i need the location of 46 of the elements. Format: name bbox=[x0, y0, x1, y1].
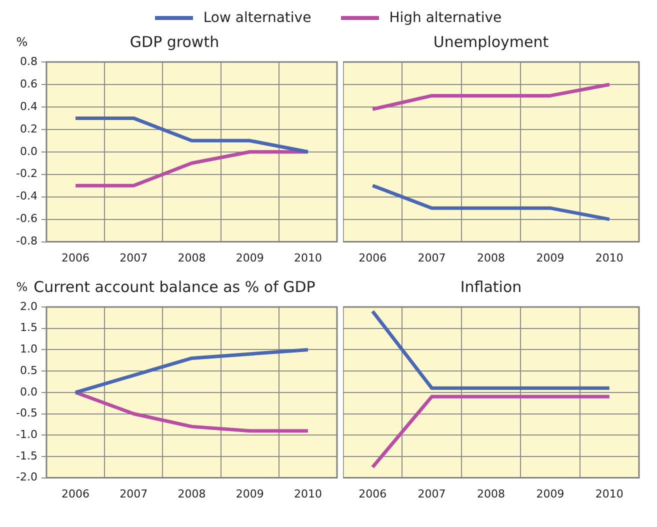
y-axis-title: % bbox=[16, 35, 28, 49]
x-tick-label: 2010 bbox=[294, 487, 322, 500]
y-tick-label: 0.2 bbox=[20, 122, 38, 136]
x-tick-label: 2007 bbox=[418, 251, 446, 264]
y-tick-label: 0.5 bbox=[20, 364, 38, 377]
y-tick-label: 1.0 bbox=[20, 342, 38, 356]
y-tick-label: 1.5 bbox=[20, 321, 38, 334]
y-tick-label: 0.0 bbox=[20, 144, 38, 158]
x-tick-label: 2010 bbox=[595, 251, 624, 264]
y-tick-label: -0.6 bbox=[16, 212, 38, 226]
chart-title: Unemployment bbox=[433, 32, 549, 51]
y-tick-label: -0.2 bbox=[16, 167, 38, 180]
x-tick-label: 2008 bbox=[178, 487, 206, 500]
x-tick-label: 2009 bbox=[236, 487, 264, 500]
y-tick-label: 0.0 bbox=[20, 385, 38, 398]
x-tick-label: 2007 bbox=[418, 487, 446, 500]
x-tick-label: 2006 bbox=[62, 251, 90, 264]
x-tick-label: 2006 bbox=[358, 251, 387, 264]
x-tick-label: 2010 bbox=[595, 487, 624, 500]
chart-title: GDP growth bbox=[130, 32, 220, 51]
y-tick-label: -0.4 bbox=[16, 190, 38, 203]
y-axis-title: % bbox=[16, 280, 28, 294]
x-tick-label: 2009 bbox=[536, 487, 564, 500]
y-tick-label: -0.8 bbox=[16, 234, 38, 248]
x-tick-label: 2009 bbox=[236, 251, 264, 264]
x-tick-label: 2006 bbox=[62, 487, 90, 500]
legend-label: Low alternative bbox=[203, 10, 312, 26]
legend-label: High alternative bbox=[389, 10, 502, 26]
x-tick-label: 2009 bbox=[536, 251, 564, 264]
y-tick-label: 0.4 bbox=[20, 100, 38, 113]
x-tick-label: 2007 bbox=[120, 487, 148, 500]
chart-title: Current account balance as % of GDP bbox=[34, 278, 316, 296]
y-tick-label: 0.8 bbox=[20, 54, 38, 68]
x-tick-label: 2006 bbox=[358, 487, 387, 500]
x-tick-label: 2007 bbox=[120, 251, 148, 264]
y-tick-label: -1.5 bbox=[16, 449, 38, 462]
y-tick-label: 0.6 bbox=[20, 77, 38, 90]
x-tick-label: 2008 bbox=[477, 487, 505, 500]
x-tick-label: 2008 bbox=[477, 251, 505, 264]
y-tick-label: -1.0 bbox=[16, 428, 38, 441]
x-tick-label: 2010 bbox=[294, 251, 322, 264]
chart-title: Inflation bbox=[460, 278, 522, 296]
y-tick-label: -0.5 bbox=[16, 406, 38, 420]
y-tick-label: -2.0 bbox=[16, 470, 38, 484]
x-tick-label: 2008 bbox=[178, 251, 206, 264]
y-tick-label: 2.0 bbox=[20, 300, 38, 313]
